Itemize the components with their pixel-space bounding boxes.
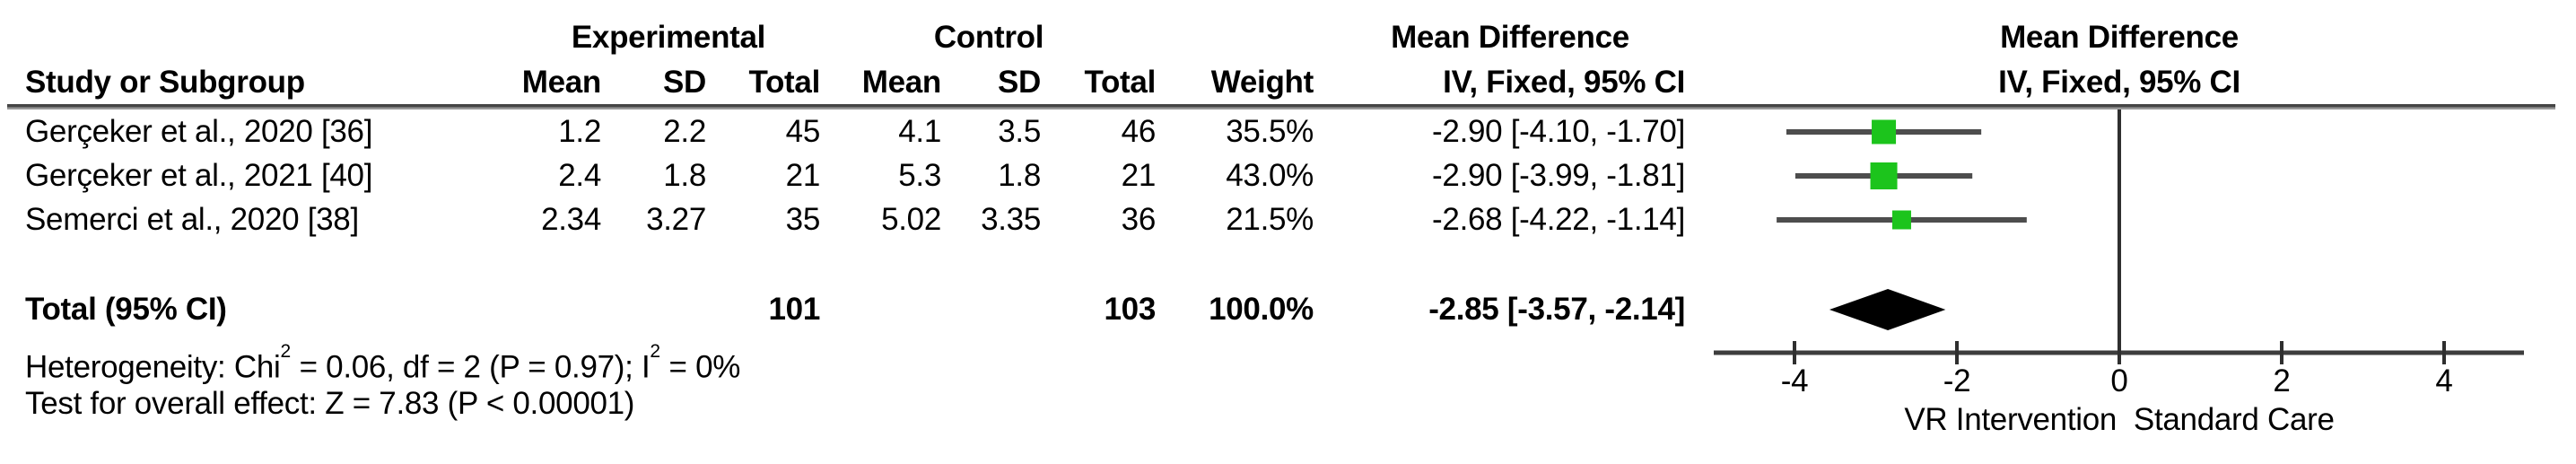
total-effect-ci: -2.85 [-3.57, -2.14]	[1428, 292, 1685, 327]
effect-ci-value: -2.90 [-4.10, -1.70]	[1432, 114, 1685, 149]
x-axis-tick-label: -2	[1943, 363, 1971, 398]
effect-ci-value: -2.68 [-4.22, -1.14]	[1432, 202, 1685, 237]
ctrl-sd-value: 3.5	[998, 114, 1041, 149]
exp-total-value: 35	[785, 202, 821, 237]
x-axis-tick-label: 2	[2273, 363, 2291, 398]
total-label: Total (95% CI)	[25, 292, 227, 327]
effect-ci-header: IV, Fixed, 95% CI	[1443, 65, 1685, 100]
ctrl-mean-value: 4.1	[898, 114, 941, 149]
overall-effect-line: Test for overall effect: Z = 7.83 (P < 0…	[0, 382, 2576, 425]
exp-mean-value: 2.34	[541, 202, 601, 237]
exp-total-value: 45	[785, 114, 821, 149]
study-name: Gerçeker et al., 2021 [40]	[25, 158, 373, 193]
ctrl-total-value: 21	[1121, 158, 1157, 193]
table-row: Gerçeker et al., 2021 [40] 2.4 1.8 21 5.…	[0, 154, 2576, 197]
control-group-header: Control	[933, 20, 1044, 55]
total-ctrl-n: 103	[1104, 292, 1157, 327]
heterogeneity-text-part: = 0.06, df = 2 (P = 0.97); I	[291, 349, 651, 385]
ctrl-sd-header: SD	[997, 65, 1041, 100]
exp-mean-value: 1.2	[558, 114, 601, 149]
weight-value: 43.0%	[1226, 158, 1314, 193]
ctrl-sd-value: 3.35	[981, 202, 1041, 237]
total-weight: 100.0%	[1209, 292, 1314, 327]
study-name: Gerçeker et al., 2020 [36]	[25, 114, 373, 149]
study-marker	[1870, 162, 1898, 189]
ctrl-mean-header: Mean	[861, 65, 942, 100]
table-row: Semerci et al., 2020 [38] 2.34 3.27 35 5…	[0, 198, 2576, 241]
exp-mean-value: 2.4	[558, 158, 601, 193]
ctrl-total-value: 46	[1121, 114, 1157, 149]
plot-title: Mean Difference	[2000, 20, 2239, 55]
x-axis-label: VR Intervention Standard Care	[1904, 402, 2335, 437]
chi-squared-sup: 2	[280, 340, 292, 362]
total-exp-n: 101	[768, 292, 821, 327]
effect-ci-value: -2.90 [-3.99, -1.81]	[1432, 158, 1685, 193]
ctrl-sd-value: 1.8	[998, 158, 1041, 193]
exp-total-header: Total	[748, 65, 820, 100]
header-separator-line	[7, 104, 2555, 109]
study-column-header: Study or Subgroup	[25, 65, 305, 100]
overall-effect-text: Test for overall effect: Z = 7.83 (P < 0…	[25, 386, 635, 421]
x-axis-tick-label: -4	[1780, 363, 1809, 398]
experimental-group-header: Experimental	[571, 20, 766, 55]
study-marker	[1891, 210, 1911, 230]
effect-column-title: Mean Difference	[1391, 20, 1629, 55]
ctrl-total-header: Total	[1084, 65, 1156, 100]
exp-sd-value: 3.27	[646, 202, 706, 237]
exp-sd-value: 2.2	[663, 114, 706, 149]
heterogeneity-text-part: = 0%	[660, 349, 741, 385]
ctrl-mean-value: 5.02	[881, 202, 941, 237]
heterogeneity-text-part: Heterogeneity: Chi	[25, 349, 281, 385]
total-diamond	[1829, 289, 1946, 330]
heterogeneity-line: Heterogeneity: Chi2 = 0.06, df = 2 (P = …	[0, 339, 2576, 385]
i-squared-sup: 2	[650, 340, 661, 362]
exp-total-value: 21	[785, 158, 821, 193]
weight-value: 21.5%	[1226, 202, 1314, 237]
table-header-groups: Experimental Control Mean Difference Mea…	[0, 16, 2576, 59]
weight-value: 35.5%	[1226, 114, 1314, 149]
ctrl-total-value: 36	[1121, 202, 1157, 237]
heterogeneity-text: Heterogeneity: Chi2 = 0.06, df = 2 (P = …	[25, 339, 1281, 385]
table-header-columns: Study or Subgroup Mean SD Total Mean SD …	[0, 61, 2576, 104]
exp-sd-value: 1.8	[663, 158, 706, 193]
plot-subtitle: IV, Fixed, 95% CI	[1998, 65, 2240, 100]
exp-mean-header: Mean	[521, 65, 602, 100]
table-row: Gerçeker et al., 2020 [36] 1.2 2.2 45 4.…	[0, 110, 2576, 153]
weight-header: Weight	[1210, 65, 1314, 100]
total-row: Total (95% CI) 101 103 100.0% -2.85 [-3.…	[0, 288, 2576, 331]
ctrl-mean-value: 5.3	[898, 158, 941, 193]
study-marker	[1872, 119, 1897, 144]
x-axis-tick-label: 4	[2435, 363, 2453, 398]
study-name: Semerci et al., 2020 [38]	[25, 202, 359, 237]
x-axis-tick-label: 0	[2110, 363, 2128, 398]
exp-sd-header: SD	[662, 65, 706, 100]
